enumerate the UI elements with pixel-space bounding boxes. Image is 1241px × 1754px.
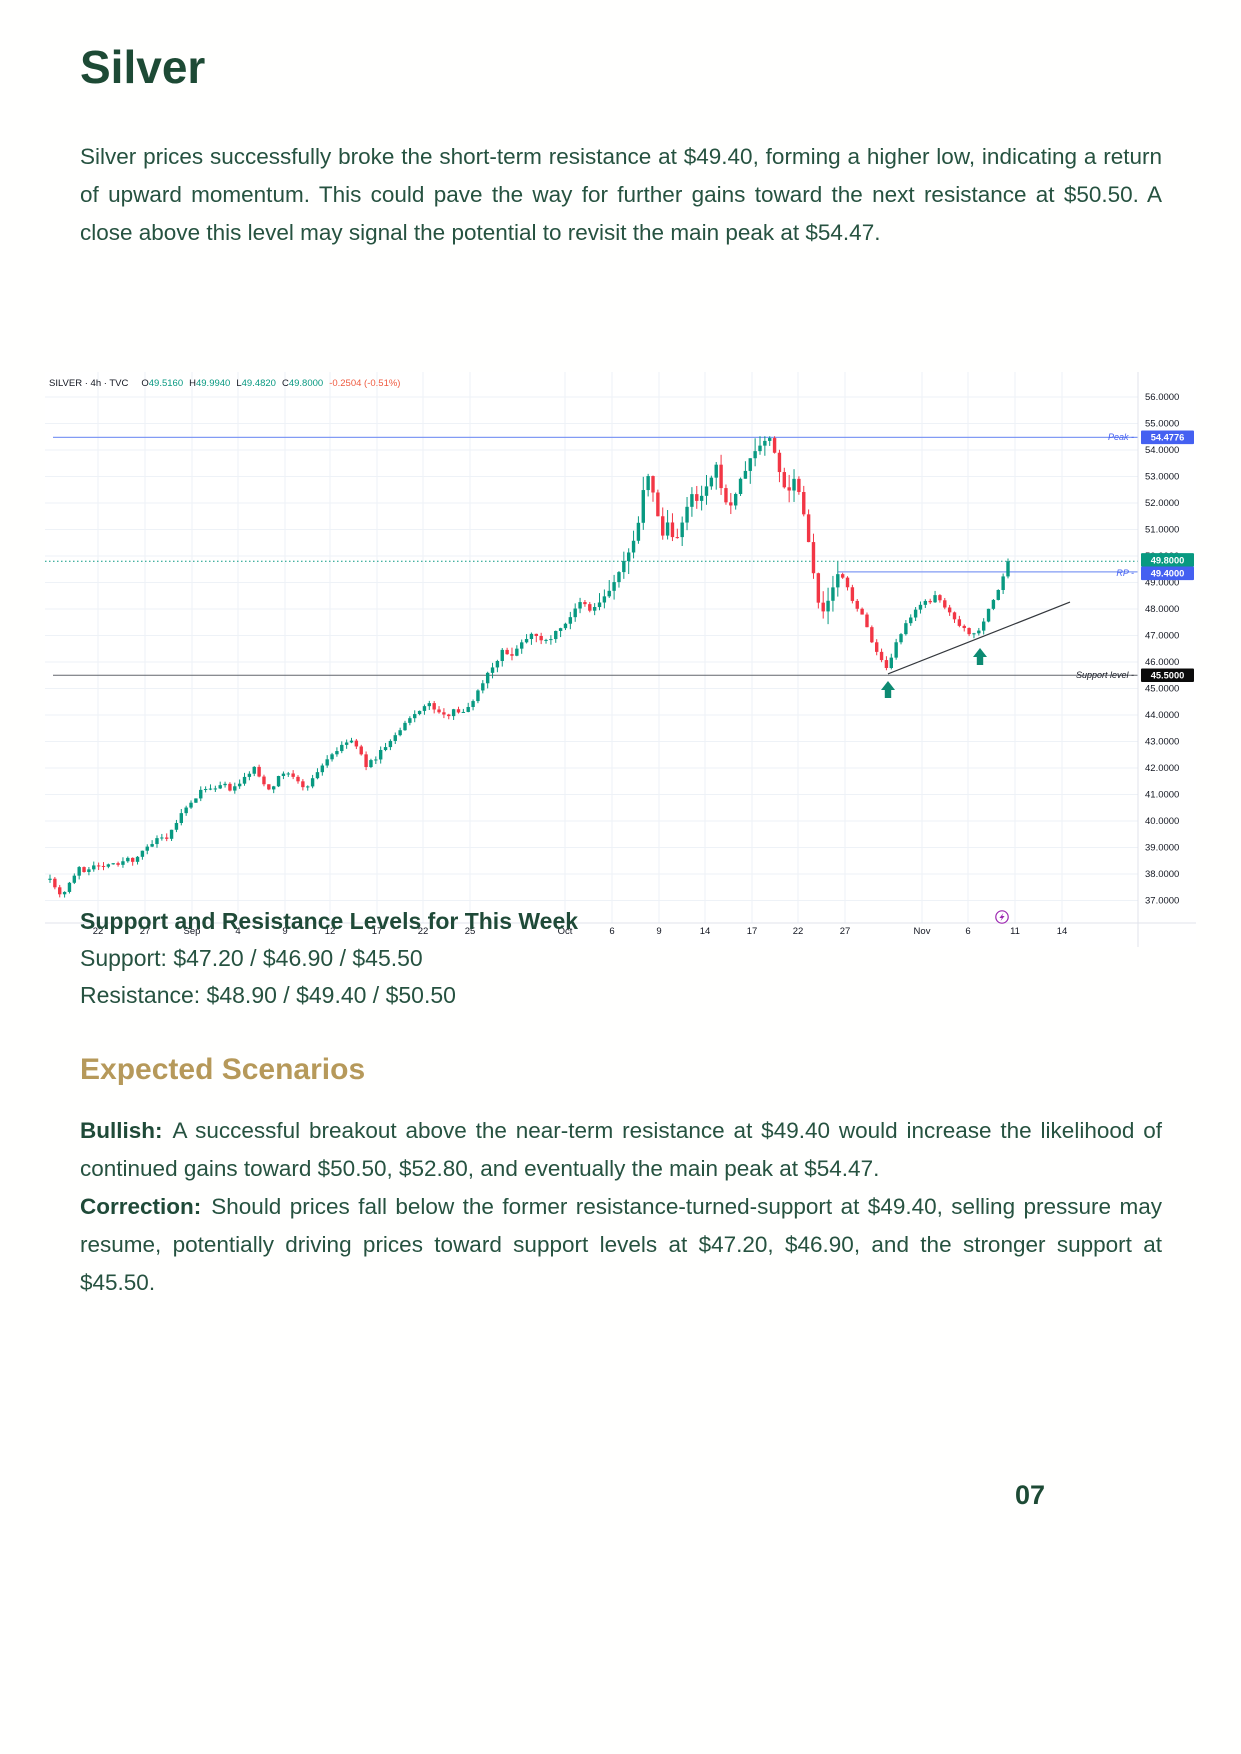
svg-text:6: 6 <box>965 926 970 937</box>
svg-text:Nov: Nov <box>914 926 931 937</box>
high-value: 49.9940 <box>195 378 231 389</box>
time-axis: 22 27 Sep 4 9 12 17 22 25 Oct 6 9 14 17 22 27 Nov 6 11 14 <box>93 926 1068 937</box>
svg-text:22: 22 <box>418 926 429 937</box>
candlestick-chart-canvas: 22 27 Sep 4 9 12 17 22 25 Oct 6 9 14 17 22 27 Nov 6 11 14 56… <box>45 372 1196 947</box>
scenarios-heading: Expected Scenarios <box>80 1053 366 1086</box>
arrows-layer <box>881 681 895 698</box>
svg-text:56.0000: 56.0000 <box>1145 392 1179 403</box>
arrows-layer <box>973 648 987 665</box>
svg-text:27: 27 <box>840 926 851 937</box>
svg-text:Sep: Sep <box>184 926 201 937</box>
trendline <box>887 601 1071 675</box>
symbol-info: SILVER · 4h · TVC <box>49 378 129 389</box>
resistance-levels: Resistance: $48.90 / $49.40 / $50.50 <box>80 982 456 1008</box>
svg-text:47.0000: 47.0000 <box>1145 631 1179 642</box>
bullish-paragraph: Bullish: A successful breakout above the … <box>80 1112 1162 1188</box>
chart-legend: SILVER · 4h · TVC O49.5160 H49.9940 L49.482… <box>49 378 400 389</box>
levels-section: Support and Resistance Levels for This W… <box>80 903 1162 1014</box>
candles-layer <box>48 436 1010 898</box>
svg-text:49.8000: 49.8000 <box>1151 555 1185 565</box>
svg-text:55.0000: 55.0000 <box>1145 419 1179 430</box>
price-chart: SILVER · 4h · TVC O49.5160 H49.9940 L49.482… <box>45 372 1196 947</box>
correction-paragraph: Correction: Should prices fall below the … <box>80 1188 1162 1302</box>
svg-text:53.0000: 53.0000 <box>1145 472 1179 483</box>
correction-label: Correction: <box>80 1194 202 1219</box>
svg-text:Peak -: Peak - <box>1108 432 1134 442</box>
svg-text:48.0000: 48.0000 <box>1145 604 1179 615</box>
low-value: 49.4820 <box>241 378 276 389</box>
close-value: 49.8000 <box>288 378 324 389</box>
close-label: C <box>281 378 289 389</box>
page-number: 07 <box>1014 1480 1045 1510</box>
svg-text:11: 11 <box>1010 926 1020 937</box>
svg-text:44.0000: 44.0000 <box>1145 710 1179 721</box>
svg-text:52.0000: 52.0000 <box>1145 498 1179 509</box>
svg-text:17: 17 <box>747 926 758 937</box>
bullish-text: A successful breakout above the near-ter… <box>80 1118 1162 1181</box>
svg-text:54.4776: 54.4776 <box>1151 433 1185 443</box>
svg-text:45.5000: 45.5000 <box>1151 671 1185 681</box>
svg-text:22: 22 <box>93 926 104 937</box>
support-levels: Support: $47.20 / $46.90 / $45.50 <box>80 945 423 971</box>
svg-text:27: 27 <box>140 926 151 937</box>
svg-text:40.0000: 40.0000 <box>1145 816 1179 827</box>
axes-frame <box>45 372 1196 947</box>
breakout-arrow-icon <box>973 648 987 665</box>
svg-text:9: 9 <box>656 926 661 937</box>
svg-text:12: 12 <box>325 926 336 937</box>
svg-text:39.0000: 39.0000 <box>1145 843 1179 854</box>
level-lines <box>45 436 1138 676</box>
svg-text:49.0000: 49.0000 <box>1145 578 1179 589</box>
svg-text:46.0000: 46.0000 <box>1145 657 1179 668</box>
open-label: O <box>141 378 149 389</box>
intro-paragraph: Silver prices successfully broke the sho… <box>80 144 1162 245</box>
svg-text:41.0000: 41.0000 <box>1145 790 1179 801</box>
svg-text:14: 14 <box>1057 926 1068 937</box>
svg-text:Support level -: Support level - <box>1076 670 1134 680</box>
scenarios-section: Bullish: A successful breakout above the … <box>80 1112 1162 1302</box>
svg-text:37.0000: 37.0000 <box>1145 896 1179 907</box>
svg-text:25: 25 <box>465 926 476 937</box>
svg-text:38.0000: 38.0000 <box>1145 869 1179 880</box>
low-label: L <box>236 378 242 389</box>
svg-text:9: 9 <box>282 926 287 937</box>
svg-text:43.0000: 43.0000 <box>1145 737 1179 748</box>
svg-text:54.0000: 54.0000 <box>1145 445 1179 456</box>
open-value: 49.5160 <box>148 378 184 389</box>
flash-icon <box>995 910 1009 924</box>
svg-text:45.0000: 45.0000 <box>1145 684 1179 695</box>
levels-heading: Support and Resistance Levels for This W… <box>80 908 579 934</box>
page-title: Silver <box>80 41 206 93</box>
svg-text:RP -: RP - <box>1116 568 1134 578</box>
svg-text:51.0000: 51.0000 <box>1145 525 1179 536</box>
svg-text:4: 4 <box>235 926 240 937</box>
grid-layer <box>45 372 1138 923</box>
svg-text:6: 6 <box>609 926 614 937</box>
svg-text:49.4000: 49.4000 <box>1151 569 1185 579</box>
high-label: H <box>189 378 196 389</box>
price-axis: 56.0000 55.0000 54.0000 53.0000 52.0000 51.00… <box>1145 392 1179 907</box>
svg-text:14: 14 <box>700 926 711 937</box>
svg-text:Oct: Oct <box>558 926 573 937</box>
correction-text: Should prices fall below the former resi… <box>80 1194 1162 1295</box>
svg-text:17: 17 <box>372 926 383 937</box>
level-labels: Peak - 54.4776 49.8000 RP - 49.4000 Support l… <box>1076 430 1194 683</box>
change-value: -0.2504 (-0.51%) <box>329 378 401 389</box>
svg-text:42.0000: 42.0000 <box>1145 763 1179 774</box>
svg-text:22: 22 <box>793 926 804 937</box>
breakout-arrow-icon <box>881 681 895 698</box>
bullish-label: Bullish: <box>80 1118 163 1143</box>
